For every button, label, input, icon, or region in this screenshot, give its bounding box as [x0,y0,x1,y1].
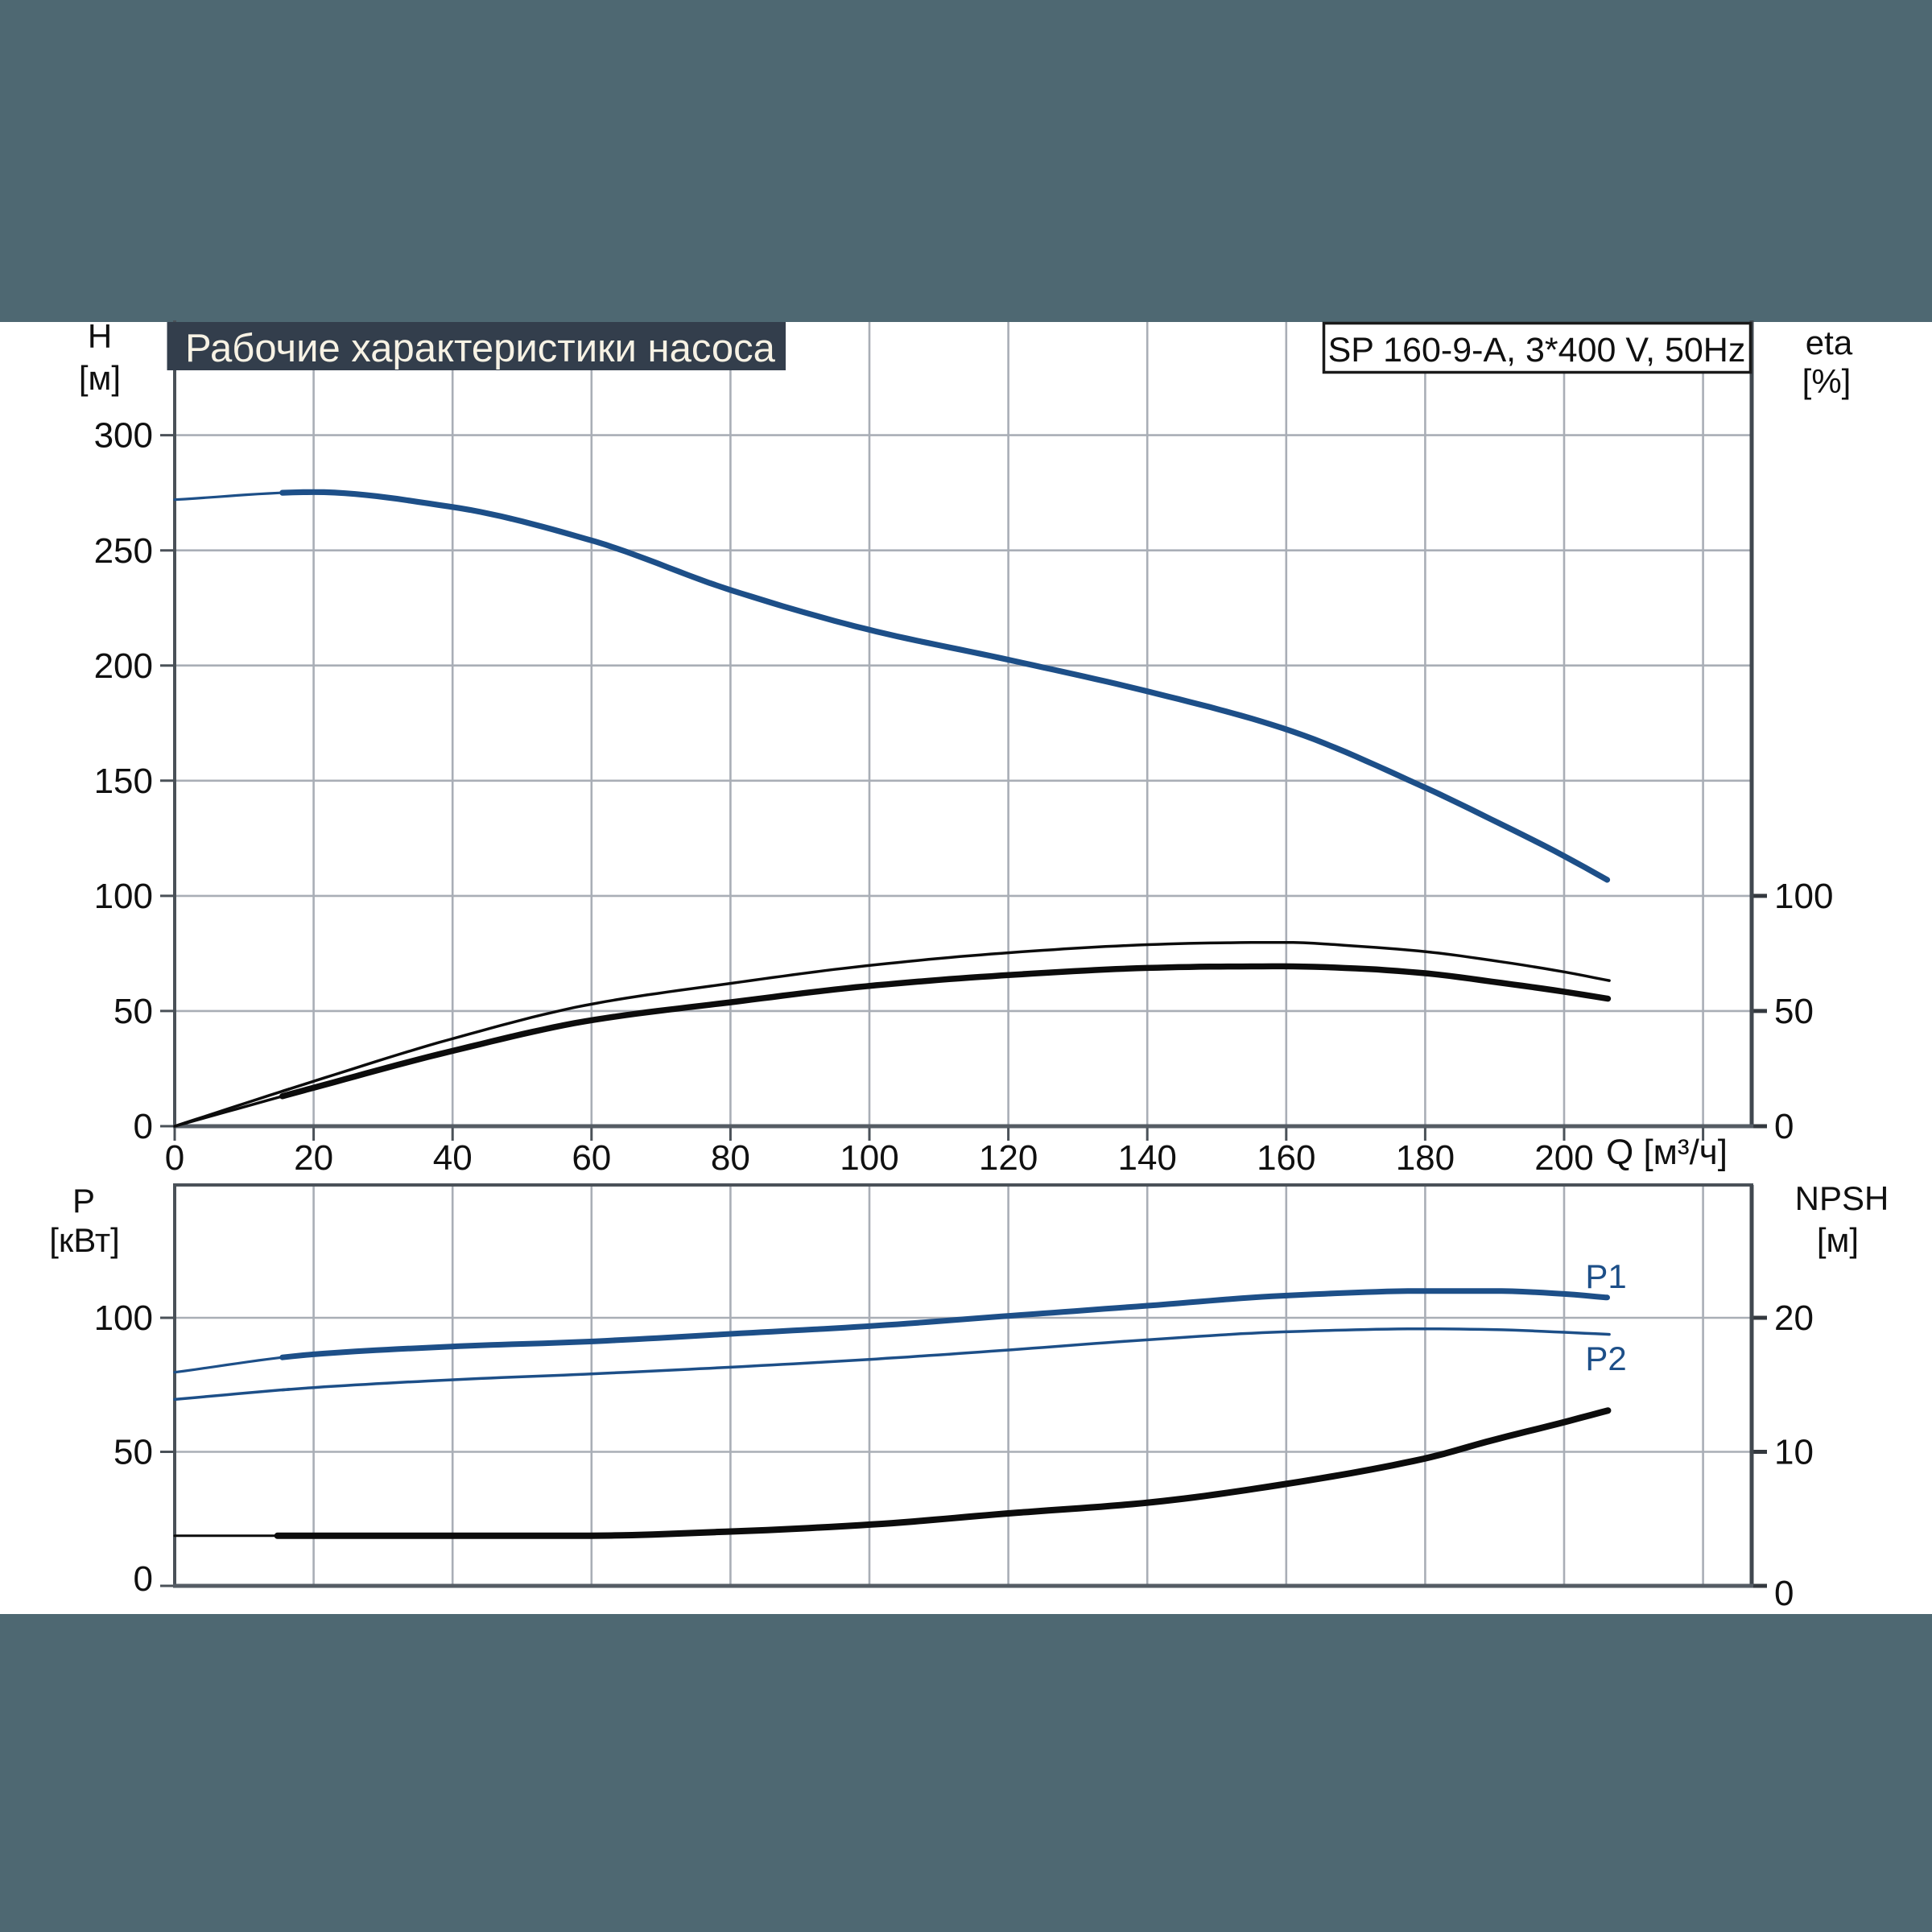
svg-text:160: 160 [1257,1138,1315,1178]
svg-text:100: 100 [1774,877,1833,916]
svg-text:50: 50 [1774,992,1814,1031]
svg-text:180: 180 [1396,1138,1455,1178]
svg-text:300: 300 [94,416,153,456]
svg-text:10: 10 [1774,1432,1814,1472]
svg-text:80: 80 [711,1138,750,1178]
svg-text:P2: P2 [1585,1340,1626,1377]
svg-text:0: 0 [1774,1107,1794,1146]
svg-text:[%]: [%] [1802,362,1852,400]
svg-text:NPSH: NPSH [1795,1179,1889,1217]
svg-text:SP 160-9-A, 3*400 V, 50Hz: SP 160-9-A, 3*400 V, 50Hz [1328,331,1746,369]
svg-text:40: 40 [433,1138,473,1178]
svg-text:200: 200 [94,646,153,686]
svg-text:50: 50 [114,992,153,1031]
svg-text:P1: P1 [1585,1257,1626,1295]
svg-text:0: 0 [1774,1574,1794,1613]
svg-text:100: 100 [94,1298,153,1338]
svg-text:100: 100 [840,1138,898,1178]
svg-text:0: 0 [165,1138,184,1178]
svg-text:120: 120 [979,1138,1038,1178]
svg-text:Q [м³/ч]: Q [м³/ч] [1606,1133,1728,1172]
svg-text:H: H [88,317,112,355]
svg-text:140: 140 [1117,1138,1176,1178]
svg-text:150: 150 [94,762,153,801]
svg-text:20: 20 [1774,1298,1814,1338]
svg-text:[м]: [м] [79,359,121,397]
svg-text:0: 0 [134,1559,153,1599]
svg-text:250: 250 [94,531,153,571]
svg-text:200: 200 [1534,1138,1593,1178]
svg-text:60: 60 [572,1138,611,1178]
svg-text:20: 20 [294,1138,333,1178]
svg-text:P: P [72,1182,95,1220]
svg-text:[м]: [м] [1817,1221,1859,1259]
svg-text:100: 100 [94,877,153,916]
svg-text:0: 0 [134,1107,153,1146]
svg-text:eta: eta [1806,324,1853,361]
svg-text:[кВт]: [кВт] [49,1221,120,1259]
svg-text:Рабочие характеристики насоса: Рабочие характеристики насоса [185,327,776,370]
svg-text:50: 50 [114,1432,153,1472]
